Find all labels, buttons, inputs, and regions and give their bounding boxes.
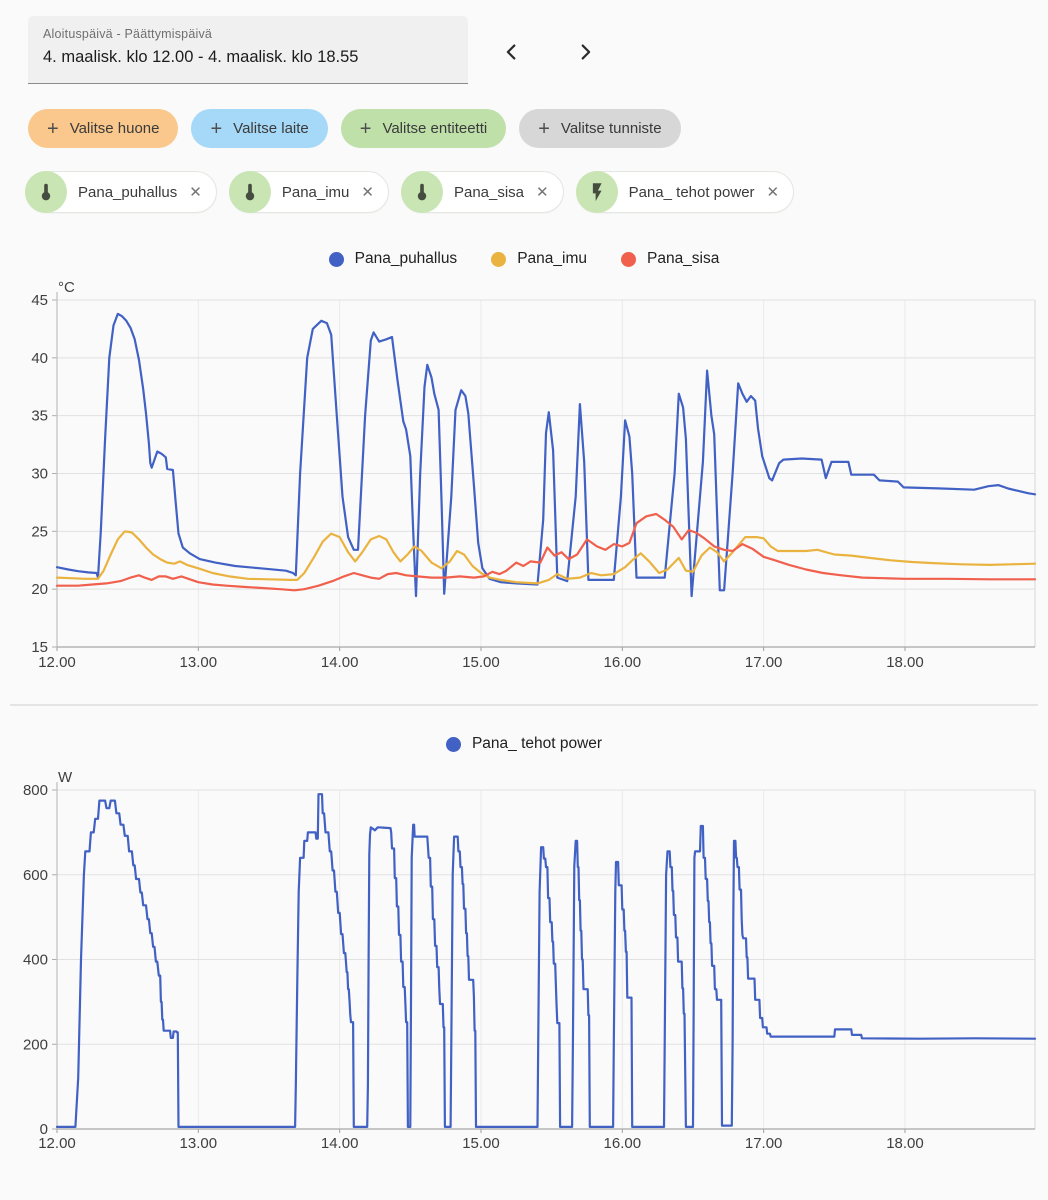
legend-item[interactable]: Pana_imu — [491, 250, 587, 268]
x-tick-label: 18.00 — [886, 1135, 924, 1152]
close-icon[interactable]: ✕ — [361, 183, 374, 201]
legend-label: Pana_ tehot power — [471, 735, 603, 752]
entity-chip-pana-puhallus[interactable]: Pana_puhallus ✕ — [25, 171, 217, 213]
x-tick-label: 13.00 — [180, 1135, 218, 1152]
legend-dot-icon — [445, 736, 461, 752]
legend-dot-icon — [620, 251, 636, 267]
legend-dot-icon — [328, 251, 344, 267]
y-axis-unit-label: °C — [58, 279, 75, 296]
legend-dot-icon — [491, 251, 507, 267]
close-icon[interactable]: ✕ — [766, 183, 780, 201]
close-icon[interactable]: ✕ — [189, 183, 202, 201]
y-tick-label: 600 — [23, 867, 48, 884]
thermometer-icon — [228, 171, 271, 213]
series-line-Pana_ tehot power — [55, 793, 1037, 1128]
y-tick-label: 800 — [23, 782, 48, 799]
x-tick-label: 15.00 — [462, 654, 500, 671]
x-tick-label: 18.00 — [886, 654, 924, 671]
date-range-label: Aloituspäivä - Päättymispäivä — [43, 27, 213, 41]
select-label-chip[interactable]: + Valitse tunniste — [519, 109, 681, 148]
date-range-field[interactable]: Aloituspäivä - Päättymispäivä 4. maalisk… — [28, 16, 468, 84]
series-line-Pana_imu — [55, 530, 1037, 585]
next-period-button[interactable] — [565, 32, 605, 72]
plus-icon: + — [359, 117, 372, 140]
select-device-chip[interactable]: + Valitse laite — [191, 109, 328, 148]
chevron-left-icon — [506, 44, 516, 60]
select-area-chip[interactable]: + Valitse huone — [28, 109, 179, 148]
plus-icon: + — [47, 117, 59, 140]
power-chart[interactable]: 12.00 13.00 14.00 15.00 16.00 17.00 18.00 0 200 4… — [0, 764, 1048, 1164]
temperature-chart-legend: Pana_puhallus Pana_imu Pana_sisa — [0, 250, 1048, 268]
y-tick-label: 200 — [23, 1036, 48, 1053]
series-line-Pana_puhallus — [55, 312, 1037, 598]
flash-icon — [575, 171, 618, 213]
entity-chip-label: Pana_ tehot power — [628, 183, 755, 201]
x-tick-label: 14.00 — [321, 1135, 359, 1152]
entity-chip-label: Pana_sisa — [453, 183, 525, 201]
close-icon[interactable]: ✕ — [536, 183, 549, 201]
thermometer-icon — [25, 171, 67, 213]
date-range-value: 4. maalisk. klo 12.00 - 4. maalisk. klo … — [43, 48, 359, 66]
x-tick-label: 13.00 — [180, 654, 218, 671]
filter-chip-label: Valitse entiteetti — [382, 120, 488, 137]
legend-label: Pana_puhallus — [354, 250, 458, 267]
x-tick-label: 16.00 — [604, 1135, 642, 1152]
chart-divider — [10, 704, 1038, 706]
thermometer-icon — [400, 171, 443, 213]
x-tick-label: 17.00 — [745, 1135, 783, 1152]
entity-chip-pana-sisa[interactable]: Pana_sisa ✕ — [400, 171, 564, 213]
filter-chip-label: Valitse laite — [233, 120, 309, 137]
legend-label: Pana_sisa — [646, 250, 720, 267]
y-axis-unit-label: W — [58, 769, 73, 786]
previous-period-button[interactable] — [492, 32, 532, 72]
x-tick-label: 14.00 — [321, 654, 359, 671]
y-tick-label: 25 — [31, 523, 48, 540]
filter-chip-label: Valitse tunniste — [560, 120, 662, 137]
y-tick-label: 15 — [31, 639, 48, 656]
temperature-chart[interactable]: 12.00 13.00 14.00 15.00 16.00 17.00 18.00 15 20 2… — [0, 278, 1048, 680]
x-tick-label: 16.00 — [604, 654, 642, 671]
select-entity-chip[interactable]: + Valitse entiteetti — [340, 109, 507, 148]
y-tick-label: 20 — [31, 581, 48, 598]
entity-chip-row: Pana_puhallus ✕ Pana_imu ✕ Pana_sisa ✕ P… — [25, 171, 795, 213]
power-chart-legend: Pana_ tehot power — [0, 735, 1048, 753]
x-tick-label: 12.00 — [38, 654, 76, 671]
x-tick-label: 17.00 — [745, 654, 783, 671]
plus-icon: + — [210, 117, 223, 140]
filter-chip-label: Valitse huone — [69, 120, 160, 137]
y-tick-label: 35 — [31, 408, 48, 425]
chevron-right-icon — [581, 44, 591, 60]
entity-chip-pana-imu[interactable]: Pana_imu ✕ — [228, 171, 389, 213]
legend-label: Pana_imu — [517, 250, 587, 267]
plus-icon: + — [538, 117, 550, 140]
entity-chip-pana-tehot-power[interactable]: Pana_ tehot power ✕ — [575, 171, 795, 213]
legend-item[interactable]: Pana_puhallus — [328, 250, 458, 268]
entity-chip-label: Pana_imu — [281, 183, 350, 201]
series-line-Pana_sisa — [55, 512, 1037, 592]
y-tick-label: 0 — [40, 1121, 48, 1138]
y-tick-label: 40 — [31, 350, 48, 367]
x-tick-label: 12.00 — [38, 1135, 76, 1152]
legend-item[interactable]: Pana_ tehot power — [445, 735, 603, 753]
y-tick-label: 45 — [31, 292, 48, 309]
x-tick-label: 15.00 — [462, 1135, 500, 1152]
entity-chip-label: Pana_puhallus — [78, 183, 178, 201]
legend-item[interactable]: Pana_sisa — [620, 250, 720, 268]
filter-chip-row: + Valitse huone + Valitse laite + Valits… — [28, 109, 681, 148]
y-tick-label: 30 — [31, 466, 48, 483]
y-tick-label: 400 — [23, 952, 48, 969]
